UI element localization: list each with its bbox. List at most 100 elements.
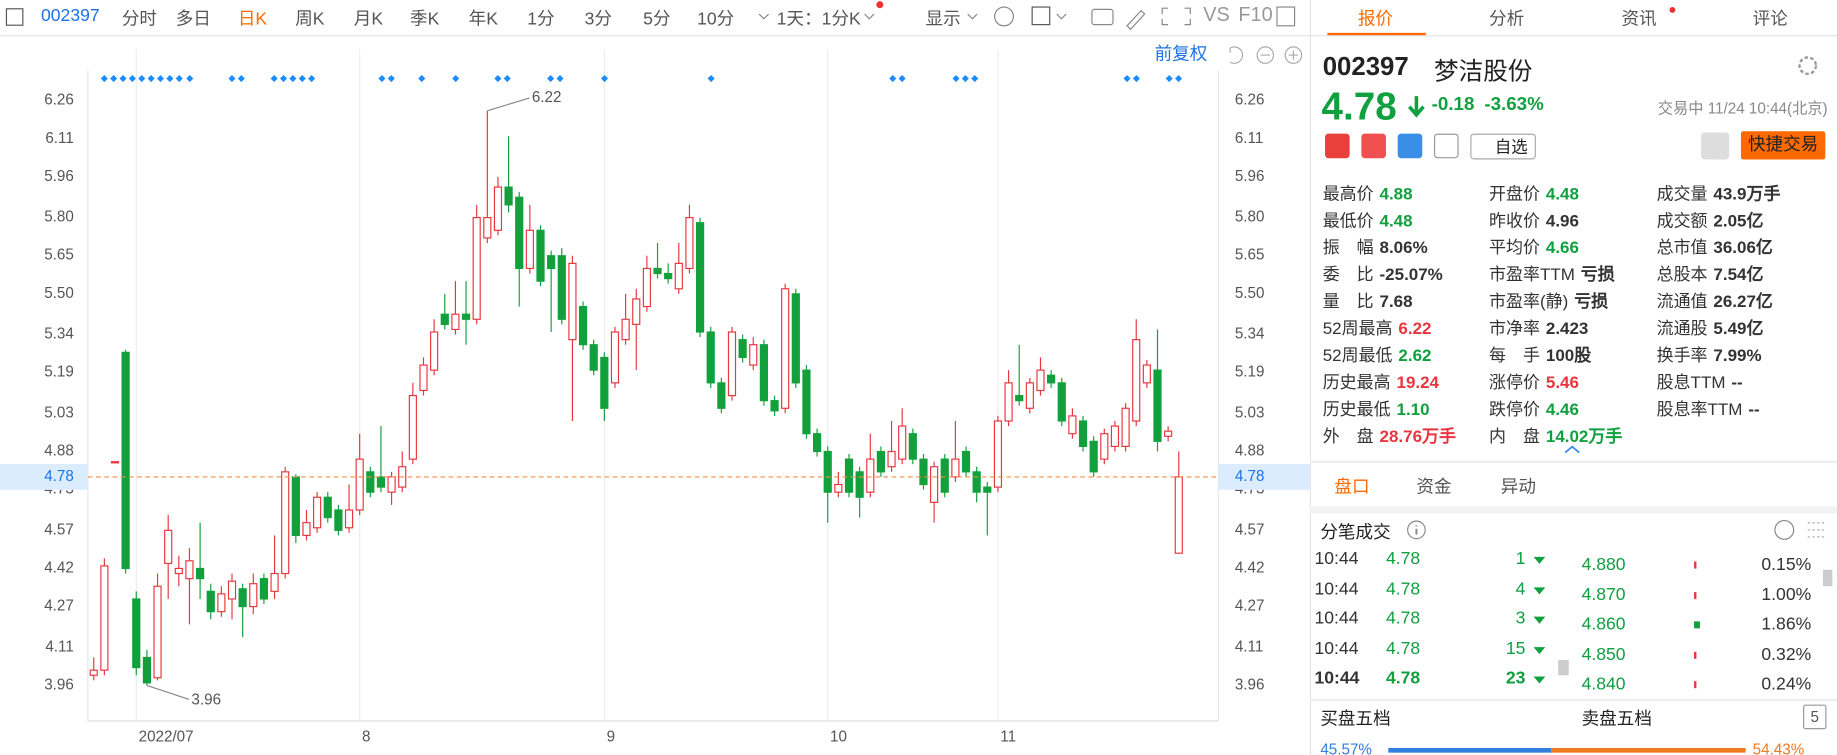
- flag-icon[interactable]: [1325, 133, 1350, 159]
- watch-button[interactable]: 自选: [1470, 133, 1536, 160]
- candle-body: [291, 476, 300, 536]
- list-icon[interactable]: [1807, 522, 1827, 538]
- menu-icon[interactable]: [5, 8, 24, 26]
- dropdown[interactable]: [1056, 13, 1067, 20]
- y-tick-label: 5.34: [44, 326, 74, 343]
- settings-icon[interactable]: [1796, 54, 1819, 77]
- toolbar-tab[interactable]: 5分: [643, 9, 671, 30]
- y-tick-label-right: 6.11: [1235, 130, 1263, 147]
- trade-price: 4.78: [1385, 608, 1421, 629]
- toolbar-tab[interactable]: 3分: [584, 9, 612, 30]
- trade-time: 10:44: [1314, 578, 1359, 599]
- y-tick-label-right: 4.27: [1235, 598, 1265, 615]
- detail-tab[interactable]: 盘口: [1334, 477, 1370, 498]
- f10-button[interactable]: F10: [1238, 3, 1273, 26]
- more-icon[interactable]: [1774, 519, 1795, 540]
- stat-label: 股息TTM: [1656, 373, 1726, 393]
- hot-icon[interactable]: [1361, 133, 1386, 159]
- event-marker: [270, 75, 278, 83]
- stat-cell: 市盈率TTM 亏损: [1489, 261, 1615, 286]
- quote-tab[interactable]: 评论: [1752, 9, 1788, 30]
- undo-icon[interactable]: [1229, 46, 1244, 64]
- candle-body: [972, 471, 981, 493]
- stat-value: 4.46: [1545, 400, 1579, 420]
- quote-tab[interactable]: 资讯: [1621, 9, 1657, 30]
- note-icon[interactable]: [1433, 133, 1459, 159]
- camera-icon[interactable]: [1091, 8, 1114, 26]
- dropdown[interactable]: [967, 13, 978, 20]
- detail-tab[interactable]: 资金: [1416, 477, 1452, 498]
- zoom-out[interactable]: [1256, 46, 1275, 64]
- toolbar-tab[interactable]: 分时: [121, 9, 158, 30]
- quote-tab[interactable]: 报价: [1357, 9, 1394, 30]
- collapse-icon[interactable]: [1563, 443, 1582, 455]
- toolbar-tab[interactable]: 季K: [410, 9, 440, 30]
- stat-cell: 市净率 2.423: [1489, 315, 1588, 340]
- candle-body: [1100, 433, 1109, 460]
- quick-trade-button[interactable]: 快捷交易: [1740, 131, 1826, 160]
- stat-value: 36.06亿: [1713, 239, 1773, 258]
- vs-button[interactable]: VS: [1203, 3, 1230, 26]
- stat-cell: 平均价 4.66: [1489, 234, 1579, 259]
- stat-value: 14.02万手: [1545, 427, 1623, 447]
- trade-price: 4.78: [1385, 548, 1421, 569]
- candle-body: [1025, 382, 1034, 409]
- trade-volume: 1: [1515, 548, 1526, 569]
- alert-button[interactable]: [1701, 132, 1730, 160]
- candle-body: [919, 458, 928, 486]
- stat-value: 4.96: [1545, 212, 1579, 231]
- adjust-label[interactable]: 前复权: [1155, 44, 1208, 64]
- stat-value: 4.88: [1379, 185, 1413, 204]
- candle-body: [664, 272, 673, 280]
- candle-body: [430, 331, 439, 371]
- tag-icon[interactable]: [1397, 133, 1423, 159]
- stat-value: 4.48: [1379, 212, 1413, 231]
- toolbar-tab[interactable]: 1分: [527, 9, 555, 30]
- toolbar-tab[interactable]: 10分: [697, 9, 735, 30]
- panel-icon[interactable]: [1276, 6, 1296, 27]
- detail-tab[interactable]: 异动: [1500, 477, 1536, 498]
- stat-cell: 最低价 4.48: [1323, 208, 1413, 233]
- event-marker: [971, 75, 979, 83]
- stat-label: 委 比: [1322, 266, 1374, 285]
- candle-body: [1047, 374, 1056, 384]
- candle-body: [259, 578, 269, 600]
- toolbar-code[interactable]: 002397: [41, 5, 100, 26]
- toolbar-tab[interactable]: 月K: [353, 9, 384, 30]
- checkbox[interactable]: [1031, 6, 1051, 26]
- depth-count[interactable]: 5: [1803, 704, 1827, 730]
- candle-body: [483, 217, 492, 239]
- toolbar-tab[interactable]: 日K: [237, 9, 268, 30]
- stat-value: 2.05亿: [1713, 212, 1764, 231]
- candle-body: [525, 229, 534, 270]
- event-marker: [494, 75, 502, 83]
- toolbar-tab[interactable]: 多日: [175, 9, 211, 30]
- candle-body: [706, 331, 715, 384]
- toolbar-tab[interactable]: 年K: [468, 9, 498, 30]
- ask-title: 卖盘五档: [1581, 709, 1652, 730]
- quote-tab[interactable]: 分析: [1489, 9, 1525, 30]
- y-tick-label: 4.27: [44, 598, 74, 615]
- zoom-in[interactable]: [1284, 46, 1303, 64]
- candle-body: [770, 400, 779, 412]
- stat-label: 成交量: [1656, 185, 1708, 204]
- candle-body: [1132, 339, 1141, 422]
- pen-icon[interactable]: [1126, 9, 1146, 31]
- event-marker: [156, 75, 165, 83]
- stat-cell: 涨停价 5.46: [1489, 369, 1579, 394]
- toolbar-tab[interactable]: 显示: [925, 9, 961, 30]
- candle-body: [153, 585, 162, 679]
- section-gap: [1309, 506, 1837, 514]
- trade-time: 10:44: [1314, 638, 1359, 659]
- dropdown[interactable]: [758, 13, 769, 20]
- settings-icon[interactable]: [994, 6, 1014, 27]
- stat-label: 振 幅: [1322, 239, 1374, 258]
- toolbar-tab[interactable]: 周K: [295, 9, 325, 30]
- event-marker: [1132, 75, 1140, 83]
- toolbar-tab[interactable]: 1天：1分K: [776, 9, 861, 30]
- dropdown[interactable]: [864, 13, 875, 20]
- fullscreen-icon[interactable]: [1161, 7, 1191, 26]
- candle-body: [1110, 425, 1120, 448]
- event-marker: [556, 75, 564, 83]
- info-icon[interactable]: [1406, 519, 1427, 540]
